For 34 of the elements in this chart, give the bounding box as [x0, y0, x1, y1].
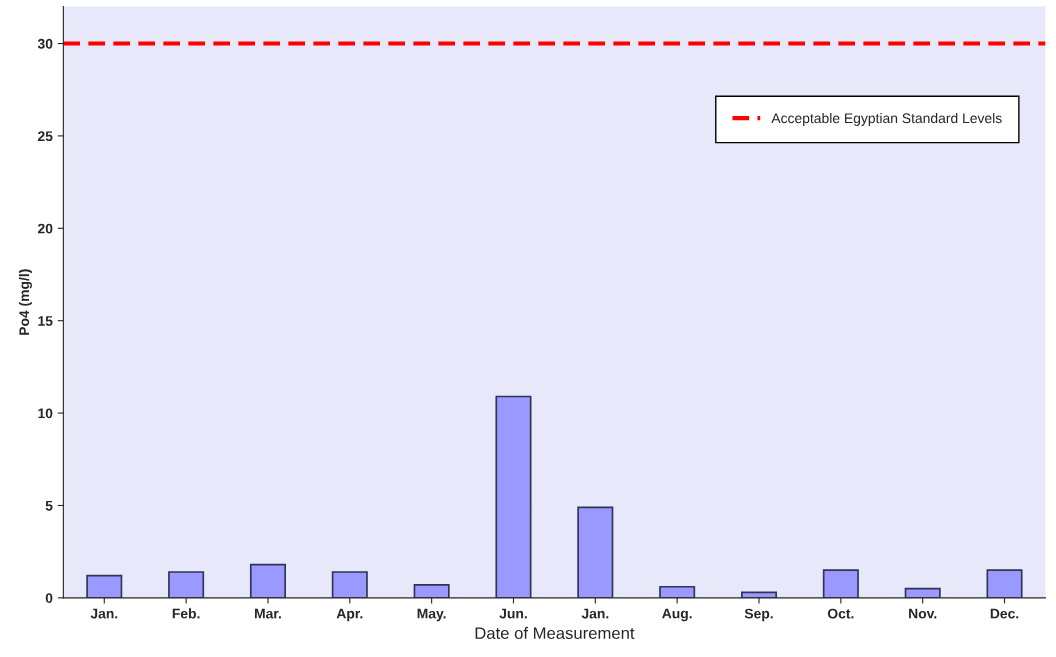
- legend-label: Acceptable Egyptian Standard Levels: [771, 112, 1002, 126]
- bar: [249, 563, 286, 598]
- bar: [168, 571, 205, 598]
- y-axis-title: Po4 (mg/l): [18, 269, 32, 335]
- y-tick-label: 10: [38, 408, 53, 419]
- y-tick-label: 0: [45, 593, 53, 604]
- bar: [577, 506, 614, 598]
- x-tick-label: Jun.: [499, 608, 527, 619]
- bar: [986, 569, 1023, 598]
- x-tick-label: Sep.: [744, 608, 773, 622]
- x-tick-label: Jan.: [90, 608, 118, 619]
- y-tick-label: 30: [37, 38, 53, 49]
- x-tick-label: Oct.: [827, 608, 854, 619]
- x-tick-label: May.: [417, 608, 446, 622]
- x-tick-label: Feb.: [172, 608, 200, 619]
- bar: [495, 395, 532, 598]
- x-tick-label: Nov.: [909, 608, 937, 619]
- x-tick-label: Jan.: [581, 608, 609, 619]
- y-tick-label: 15: [38, 316, 53, 326]
- bar: [331, 571, 368, 598]
- y-tick-label: 20: [37, 223, 53, 234]
- x-tick-label: Mar.: [254, 608, 281, 619]
- x-tick-label: Apr.: [336, 608, 363, 622]
- bar: [822, 569, 859, 598]
- bar: [659, 585, 696, 598]
- bar: [413, 584, 450, 598]
- y-tick-label: 25: [37, 131, 53, 142]
- bar: [86, 574, 123, 598]
- y-tick-label: 5: [45, 500, 53, 511]
- bar: [740, 591, 778, 598]
- x-tick-label: Dec.: [990, 608, 1019, 619]
- x-tick-label: Aug.: [662, 608, 692, 622]
- bar: [904, 587, 941, 598]
- x-axis-title: Date of Measurement: [475, 626, 635, 640]
